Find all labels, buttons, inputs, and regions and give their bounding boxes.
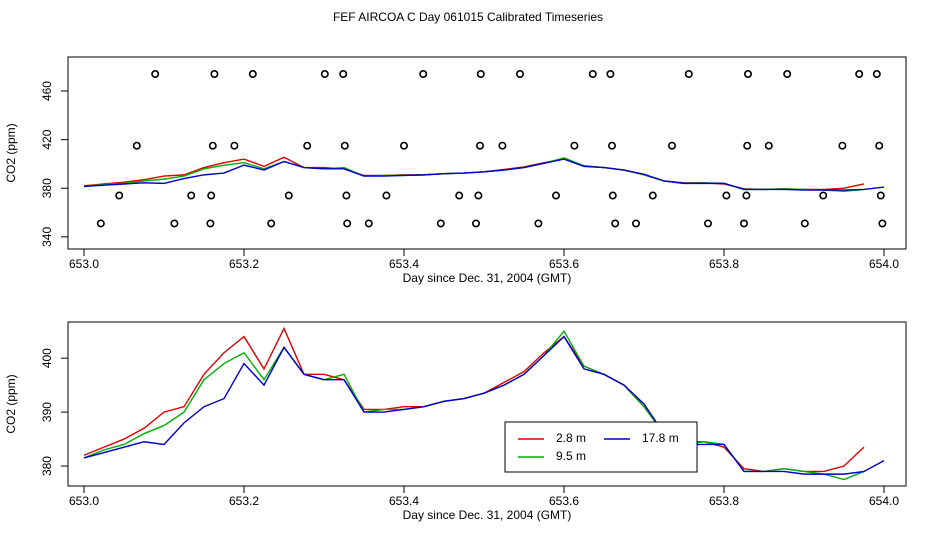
x-tick-label: 653.4 — [389, 494, 419, 508]
x-tick-label: 653.0 — [69, 257, 99, 271]
sample-marker — [876, 191, 885, 200]
x-tick-label: 653.2 — [229, 257, 259, 271]
sample-marker — [475, 141, 484, 150]
sample-marker — [570, 141, 579, 150]
y-tick-label: 400 — [40, 348, 54, 368]
sample-marker — [339, 70, 348, 79]
series-line — [83, 326, 865, 473]
sample-marker — [207, 191, 216, 200]
sample-marker — [498, 141, 507, 150]
x-axis-label: Day since Dec. 31, 2004 (GMT) — [403, 508, 572, 522]
series-line — [83, 156, 865, 191]
x-tick-label: 654.0 — [869, 257, 899, 271]
sample-marker — [648, 191, 657, 200]
sample-marker — [170, 219, 179, 228]
sample-marker — [455, 191, 464, 200]
sample-marker — [878, 219, 887, 228]
x-tick-label: 653.2 — [229, 494, 259, 508]
sample-marker — [115, 191, 124, 200]
sample-marker — [96, 219, 105, 228]
sample-marker — [187, 191, 196, 200]
sample-marker — [436, 219, 445, 228]
legend-label: 9.5 m — [556, 449, 586, 463]
sample-marker — [608, 191, 617, 200]
sample-marker — [611, 219, 620, 228]
sample-marker — [476, 70, 485, 79]
sample-marker — [722, 191, 731, 200]
sample-marker — [743, 70, 752, 79]
sample-marker — [875, 141, 884, 150]
sample-marker — [703, 219, 712, 228]
y-tick-label: 380 — [40, 178, 54, 198]
legend-label: 17.8 m — [642, 431, 679, 445]
x-tick-label: 653.8 — [709, 257, 739, 271]
sample-marker — [267, 219, 276, 228]
sample-marker — [342, 191, 351, 200]
sample-marker — [551, 191, 560, 200]
sample-marker — [382, 191, 391, 200]
y-tick-label: 460 — [40, 81, 54, 101]
sample-marker — [684, 70, 693, 79]
sample-marker — [607, 141, 616, 150]
sample-marker — [764, 141, 773, 150]
legend-box — [504, 421, 698, 473]
sample-marker — [606, 70, 615, 79]
sample-marker — [800, 219, 809, 228]
sample-marker — [838, 141, 847, 150]
sample-marker — [783, 70, 792, 79]
y-tick-label: 390 — [40, 402, 54, 422]
x-tick-label: 653.6 — [549, 494, 579, 508]
sample-marker — [206, 219, 215, 228]
sample-marker — [631, 219, 640, 228]
x-tick-label: 654.0 — [869, 494, 899, 508]
sample-marker — [588, 70, 597, 79]
sample-marker — [471, 219, 480, 228]
y-tick-label: 420 — [40, 129, 54, 149]
sample-marker — [210, 70, 219, 79]
x-axis-label: Day since Dec. 31, 2004 (GMT) — [403, 271, 572, 285]
series-line — [83, 329, 865, 481]
sample-marker — [419, 70, 428, 79]
page-title: FEF AIRCOA C Day 061015 Calibrated Times… — [333, 10, 603, 24]
sample-marker — [208, 141, 217, 150]
sample-marker — [742, 191, 751, 200]
sample-marker — [399, 141, 408, 150]
sample-marker — [667, 141, 676, 150]
sample-marker — [248, 70, 257, 79]
sample-marker — [872, 70, 881, 79]
sample-marker — [739, 219, 748, 228]
plot-frame — [67, 321, 907, 487]
sample-marker — [343, 219, 352, 228]
sample-marker — [320, 70, 329, 79]
sample-marker — [340, 141, 349, 150]
plot-frame — [67, 56, 907, 250]
sample-marker — [743, 141, 752, 150]
legend-label: 2.8 m — [556, 431, 586, 445]
sample-marker — [534, 219, 543, 228]
sample-marker — [303, 141, 312, 150]
series-line — [83, 335, 885, 475]
series-line — [83, 158, 885, 191]
sample-marker — [364, 219, 373, 228]
sample-marker — [151, 70, 160, 79]
sample-marker — [230, 141, 239, 150]
sample-marker — [515, 70, 524, 79]
x-tick-label: 653.6 — [549, 257, 579, 271]
x-tick-label: 653.4 — [389, 257, 419, 271]
y-axis-label: CO2 (ppm) — [4, 123, 18, 182]
x-tick-label: 653.8 — [709, 494, 739, 508]
x-tick-label: 653.0 — [69, 494, 99, 508]
sample-marker — [474, 191, 483, 200]
sample-marker — [855, 70, 864, 79]
y-tick-label: 380 — [40, 456, 54, 476]
sample-marker — [132, 141, 141, 150]
sample-marker — [284, 191, 293, 200]
y-axis-label: CO2 (ppm) — [4, 374, 18, 433]
y-tick-label: 340 — [40, 227, 54, 247]
series-line — [83, 157, 865, 192]
sample-marker — [819, 191, 828, 200]
